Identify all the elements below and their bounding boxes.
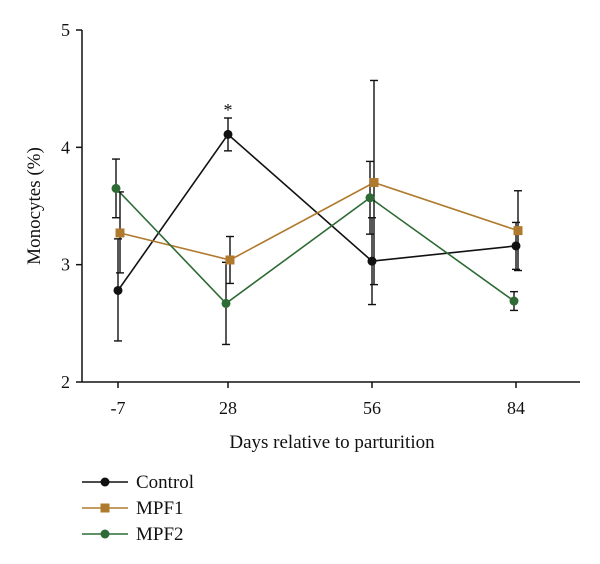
data-point-mpf1 (369, 178, 379, 188)
legend-marker-control (100, 477, 110, 487)
x-tick-label: -7 (111, 398, 126, 418)
x-axis-title: Days relative to parturition (229, 432, 435, 453)
data-point-control (367, 256, 377, 266)
y-tick-label: 4 (61, 137, 70, 157)
data-point-mpf2 (111, 183, 121, 193)
legend-label-control: Control (136, 472, 194, 493)
y-axis-ticks: 2 3 4 5 (61, 20, 82, 392)
data-point-mpf1 (115, 228, 125, 238)
axes (81, 30, 580, 383)
x-tick-label: 84 (507, 398, 525, 418)
series-line-control (117, 133, 517, 291)
data-point-mpf2 (365, 193, 375, 203)
series-line-mpf2 (115, 187, 515, 305)
x-tick-label: 56 (363, 398, 381, 418)
y-tick-label: 5 (61, 20, 70, 40)
x-axis-ticks: -7 28 56 84 (111, 382, 525, 418)
data-point-control (223, 129, 233, 139)
x-tick-label: 28 (219, 398, 237, 418)
significance-marker: * (224, 100, 233, 120)
legend: Control MPF1 MPF2 (82, 472, 194, 545)
data-point-mpf1 (513, 226, 523, 236)
y-tick-label: 2 (61, 372, 70, 392)
data-point-mpf1 (225, 255, 235, 265)
data-point-mpf2 (221, 298, 231, 308)
data-point-control (113, 285, 123, 295)
legend-label-mpf1: MPF1 (136, 498, 184, 519)
y-tick-label: 3 (61, 255, 70, 275)
y-axis-title: Monocytes (%) (24, 147, 45, 265)
annotations: * (224, 100, 233, 120)
plot-area (111, 79, 523, 346)
data-point-mpf2 (509, 296, 519, 306)
legend-marker-mpf2 (100, 529, 110, 539)
legend-marker-mpf1 (100, 503, 110, 513)
data-point-control (511, 241, 521, 251)
series-line-mpf1 (119, 181, 519, 261)
legend-label-mpf2: MPF2 (136, 524, 184, 545)
